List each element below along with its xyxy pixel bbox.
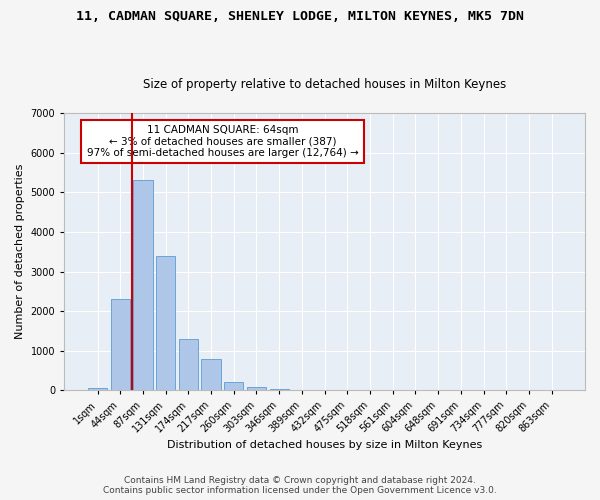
Bar xyxy=(179,339,198,390)
Bar xyxy=(156,256,175,390)
Y-axis label: Number of detached properties: Number of detached properties xyxy=(15,164,25,340)
Bar xyxy=(88,388,107,390)
Bar xyxy=(247,387,266,390)
Bar xyxy=(269,389,289,390)
Text: Contains HM Land Registry data © Crown copyright and database right 2024.
Contai: Contains HM Land Registry data © Crown c… xyxy=(103,476,497,495)
Bar xyxy=(133,180,152,390)
Title: Size of property relative to detached houses in Milton Keynes: Size of property relative to detached ho… xyxy=(143,78,506,91)
Text: 11, CADMAN SQUARE, SHENLEY LODGE, MILTON KEYNES, MK5 7DN: 11, CADMAN SQUARE, SHENLEY LODGE, MILTON… xyxy=(76,10,524,23)
Bar xyxy=(224,382,244,390)
X-axis label: Distribution of detached houses by size in Milton Keynes: Distribution of detached houses by size … xyxy=(167,440,482,450)
Bar xyxy=(110,300,130,390)
Text: 11 CADMAN SQUARE: 64sqm
← 3% of detached houses are smaller (387)
97% of semi-de: 11 CADMAN SQUARE: 64sqm ← 3% of detached… xyxy=(86,125,358,158)
Bar xyxy=(202,358,221,390)
